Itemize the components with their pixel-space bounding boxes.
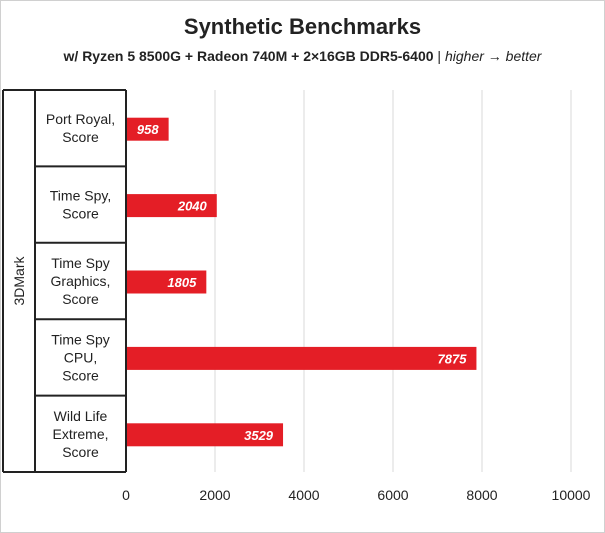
category-label-line: Time Spy, [50,188,111,204]
category-label-line: Time Spy [51,255,110,271]
category-label: Time Spy CPU, Score [51,331,110,383]
category-label-line: Time Spy [51,331,110,347]
data-label: 958 [137,122,159,137]
category-label: Port Royal, Score [46,111,115,145]
bars: 958 2040 1805 7875 3529 [127,117,477,447]
category-label-line: Score [62,129,99,145]
category-label: Time Spy Graphics, Score [51,255,111,307]
data-label: 3529 [244,428,274,443]
bar [127,270,207,294]
x-tick-label: 10000 [552,487,591,503]
chart-title: Synthetic Benchmarks [183,14,422,39]
x-tick-labels: 0 2000 4000 6000 8000 10000 [122,487,591,503]
bar [127,194,217,218]
category-label-line: Score [62,291,99,307]
category-label: Time Spy, Score [50,188,111,222]
category-label-line: CPU, [64,349,97,365]
data-label: 2040 [177,199,208,214]
category-label-line: Extreme, [52,426,108,442]
category-label: Wild Life Extreme, Score [52,408,108,460]
category-label-line: Port Royal, [46,111,115,127]
gridlines [214,90,572,472]
x-tick-label: 8000 [466,487,497,503]
category-label-line: Score [62,444,99,460]
subtitle-separator: | [433,48,445,64]
category-label-line: Score [62,206,99,222]
subtitle-main: w/ Ryzen 5 8500G + Radeon 740M + 2×16GB … [63,48,434,64]
data-label: 7875 [438,351,468,366]
category-label-line: Score [62,367,99,383]
x-tick-label: 0 [122,487,130,503]
data-label: 1805 [167,275,197,290]
category-label-line: Wild Life [54,408,108,424]
x-tick-label: 2000 [199,487,230,503]
x-tick-label: 6000 [377,487,408,503]
bar [127,423,284,447]
subtitle-note: higher → better [444,48,542,64]
bar [127,117,169,141]
group-label: 3DMark [11,256,27,306]
category-label-line: Graphics, [51,273,111,289]
bar [127,346,477,370]
x-tick-label: 4000 [288,487,319,503]
chart-subtitle: w/ Ryzen 5 8500G + Radeon 740M + 2×16GB … [60,47,545,65]
